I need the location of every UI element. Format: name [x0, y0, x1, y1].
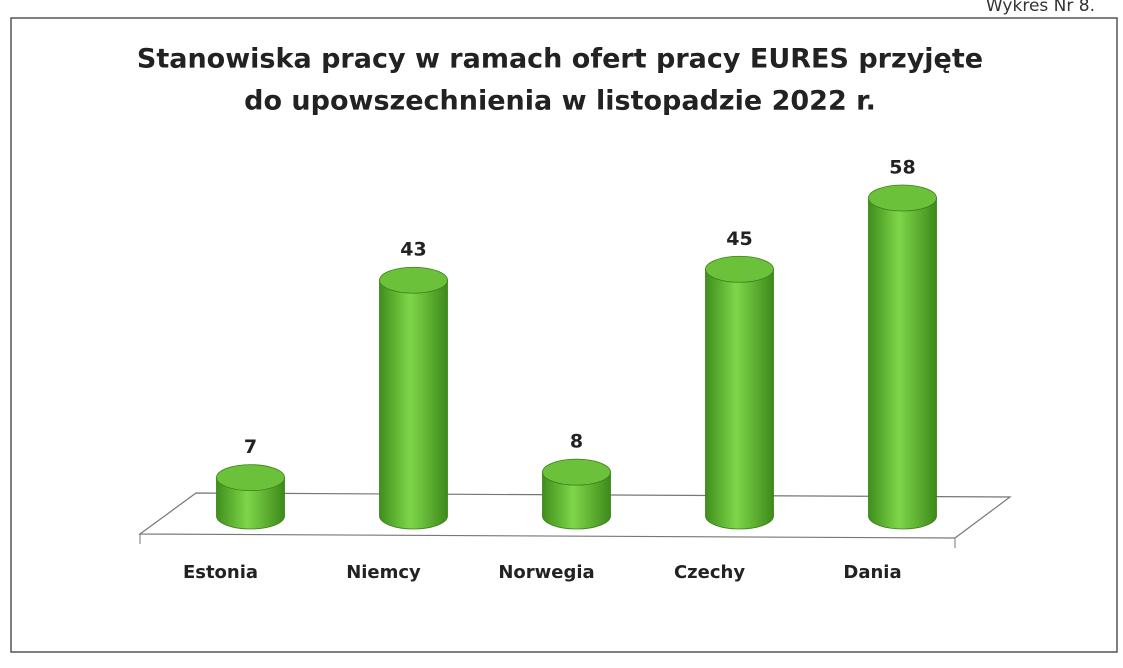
value-label: 8 [570, 431, 583, 453]
x-tick-label: Estonia [183, 562, 258, 583]
x-tick-label: Dania [843, 562, 901, 583]
bar-top [868, 184, 937, 212]
value-label: 7 [244, 436, 257, 458]
x-tick-label: Norwegia [498, 562, 594, 583]
page-label: Wykres Nr 8. [986, 0, 1095, 16]
chart-title: Stanowiska pracy w ramach ofert pracy EU… [137, 44, 983, 75]
bar-top [379, 266, 448, 294]
bar-top [216, 464, 285, 492]
bar-top [542, 458, 611, 486]
value-label: 58 [889, 157, 915, 179]
bar [868, 197, 937, 530]
value-label: 45 [726, 228, 752, 250]
chart-title: do upowszechnienia w listopadzie 2022 r. [244, 86, 876, 117]
bar [379, 279, 448, 530]
value-label: 43 [400, 239, 426, 261]
bar [542, 471, 611, 530]
bar-top [705, 255, 774, 283]
floor [138, 492, 1012, 539]
x-tick-label: Czechy [674, 562, 745, 583]
x-tick-label: Niemcy [346, 562, 421, 583]
bar [705, 268, 774, 530]
bar [216, 477, 285, 530]
